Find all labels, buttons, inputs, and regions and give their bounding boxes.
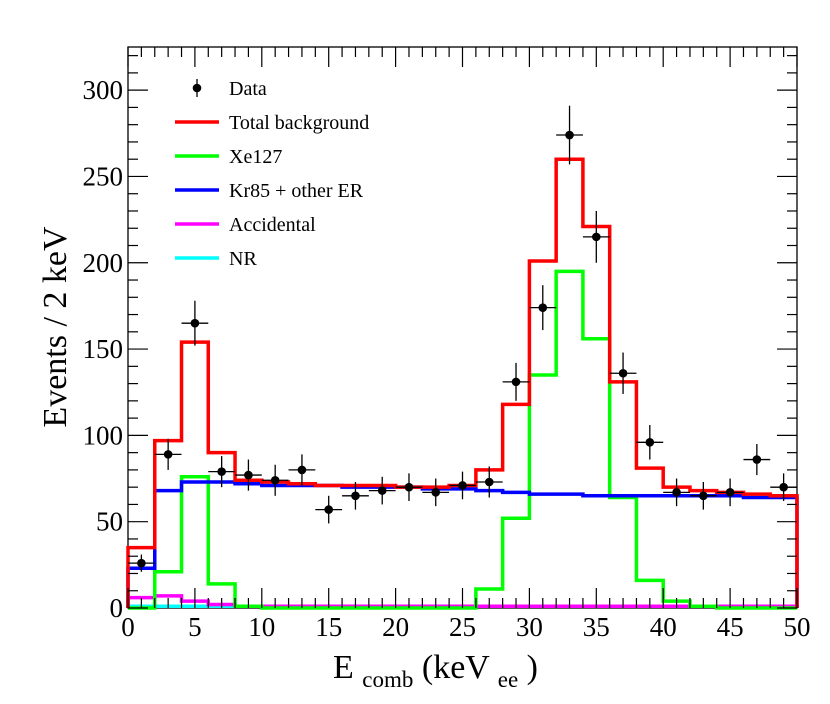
data-point	[261, 464, 289, 496]
data-point	[636, 425, 664, 460]
hist-xe127	[128, 269, 797, 610]
data-point	[449, 471, 476, 500]
y-tick-label: 300	[83, 75, 124, 105]
legend-label: Accidental	[229, 214, 316, 236]
data-point-marker	[672, 488, 681, 497]
x-tick-label: 35	[583, 612, 610, 642]
legend-item: Kr85 + other ER	[175, 180, 364, 202]
x-tick-label: 40	[650, 612, 677, 642]
hist-total	[126, 157, 799, 608]
data-point	[422, 478, 450, 507]
legend-item: NR	[175, 248, 257, 270]
data-point	[609, 352, 637, 394]
data-point-marker	[699, 491, 708, 501]
data-point	[288, 454, 316, 486]
x-tick-label: 10	[248, 612, 275, 642]
data-point	[502, 362, 530, 401]
legend: Data Total background Xe127 Kr85 + other ER…	[175, 78, 369, 270]
data-point-marker	[190, 318, 200, 328]
data-point	[689, 481, 717, 510]
y-axis-title: Events / 2 keV	[37, 226, 74, 428]
x-tick-label: 45	[717, 612, 744, 642]
data-point	[368, 476, 396, 505]
data-point	[181, 300, 209, 346]
data-point	[154, 438, 182, 470]
data-point-marker	[645, 437, 655, 447]
data-point-marker	[752, 455, 762, 464]
legend-label: Data	[229, 78, 267, 100]
x-tick-label: 15	[315, 612, 342, 642]
y-tick-label: 50	[96, 507, 123, 537]
legend-item: Xe127	[175, 146, 282, 168]
x-axis-title-mid: (keV	[422, 649, 490, 686]
x-tick-label: 30	[516, 612, 543, 642]
data-point	[529, 285, 557, 331]
legend-label: NR	[229, 248, 257, 270]
y-tick-label: 100	[83, 420, 124, 450]
data-point-marker	[538, 303, 548, 312]
y-tick-label: 0	[110, 593, 124, 623]
data-point	[556, 105, 583, 165]
y-tick-label: 150	[83, 334, 124, 364]
data-point-marker	[404, 482, 414, 492]
x-tick-label: 5	[188, 612, 202, 642]
x-axis-title-end: )	[527, 649, 538, 686]
data-point-marker	[244, 470, 253, 480]
x-tick-label: 0	[121, 612, 135, 642]
data-point-marker	[565, 130, 574, 140]
data-point-marker	[270, 475, 280, 485]
data-point	[235, 459, 262, 491]
legend-item: Data	[192, 78, 267, 100]
data-point	[208, 456, 236, 488]
data-point	[582, 210, 610, 263]
x-axis-title-sub2: ee	[498, 667, 518, 692]
y-tick-label: 250	[83, 161, 124, 191]
x-axis-title: E comb (keV ee )	[333, 649, 538, 695]
x-axis-title-main: E	[333, 649, 354, 686]
data-point-marker	[163, 450, 173, 459]
x-tick-label: 20	[382, 612, 409, 642]
data-point	[663, 478, 690, 507]
legend-label: Xe127	[229, 146, 282, 168]
data-point-marker	[351, 491, 360, 501]
x-axis-title-sub: comb	[362, 667, 413, 692]
x-tick-label: 50	[784, 612, 811, 642]
legend-label: Kr85 + other ER	[229, 180, 364, 202]
data-point-marker	[324, 505, 334, 514]
data-point	[395, 473, 423, 501]
legend-item: Total background	[175, 112, 369, 134]
axis-ticks	[127, 47, 798, 609]
data-point-marker	[779, 482, 788, 492]
data-point-marker	[431, 488, 441, 497]
data-point	[315, 495, 343, 524]
data-point-marker	[484, 477, 494, 487]
data-point	[475, 466, 503, 498]
data-points	[128, 105, 797, 572]
data-point	[743, 444, 771, 476]
data-point-marker	[592, 232, 601, 242]
legend-label: Total background	[229, 112, 369, 134]
data-point	[716, 478, 744, 507]
data-point-marker	[725, 488, 735, 497]
data-point-marker	[377, 486, 387, 495]
x-tick-label: 25	[449, 612, 476, 642]
axis-tick-labels: 0 5 10 15 20 25 30 35 40 45 50 0 50 100 150 200 250 300	[83, 75, 811, 642]
data-point-marker	[618, 368, 628, 378]
data-point-marker	[511, 377, 521, 387]
data-point-marker	[217, 467, 226, 476]
data-point	[128, 554, 155, 572]
data-point	[342, 481, 369, 510]
legend-item: Accidental	[175, 214, 316, 236]
y-tick-label: 200	[83, 248, 124, 278]
data-point-marker	[137, 558, 146, 568]
legend-swatch-point	[192, 83, 202, 93]
axis-titles: Events / 2 keV E comb (keV ee )	[37, 226, 538, 695]
data-point-marker	[458, 481, 467, 490]
data-point-marker	[297, 465, 307, 475]
